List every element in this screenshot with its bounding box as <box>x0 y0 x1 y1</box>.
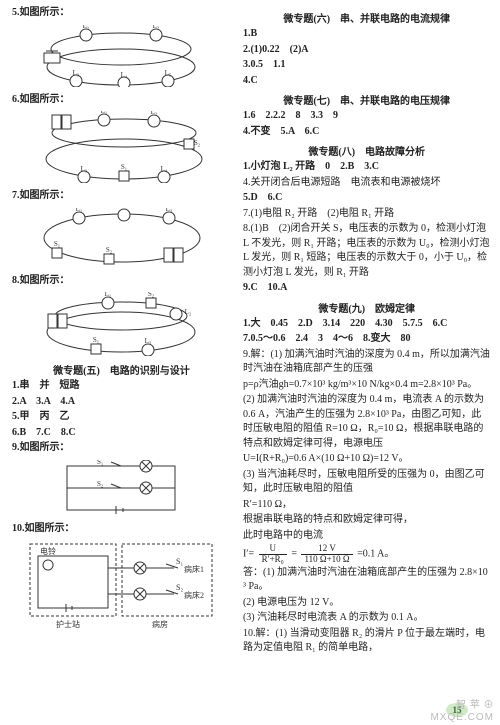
q5-prompt: 5.如图所示： <box>12 6 231 21</box>
fig10-s1: S₁ <box>176 557 183 566</box>
fi-frac2: 12 V 110 Ω+10 Ω <box>301 544 352 565</box>
a5: 5.甲 丙 乙 <box>12 410 231 425</box>
right-column: 微专题(六) 串、并联电路的电流规律 1.B 2.(1)0.22 (2)A 3.… <box>243 6 491 719</box>
s6-l3: 3.0.5 1.1 <box>243 58 491 73</box>
q5-figure: L₁ L₂ L₃ L₄ L₅ <box>12 25 231 87</box>
fi-den1: R′+R₀ <box>259 555 287 565</box>
fig10-bell: 电铃 <box>40 546 56 556</box>
a2: 2.A 3.A 4.A <box>12 395 231 410</box>
s7-l2: 4.不变 5.A 6.C <box>243 125 491 140</box>
q8-l1: L₁ <box>105 292 112 298</box>
section7-title: 微专题(七) 串、并联电路的电压规律 <box>243 92 491 107</box>
fi-frac1: U R′+R₀ <box>259 544 287 565</box>
section8-title: 微专题(八) 电路故障分析 <box>243 143 491 158</box>
s6-l1: 1.B <box>243 27 491 42</box>
s6-l2: 2.(1)0.22 (2)A <box>243 43 491 58</box>
q7-prompt: 7.如图所示： <box>12 189 231 204</box>
fig10-bed1: 病床1 <box>184 564 204 574</box>
q7-l2: L₂ <box>121 208 128 210</box>
s9-formula-p: p=ρ汽油gh=0.7×10³ kg/m³×10 N/kg×0.4 m=2.8×… <box>243 378 491 393</box>
fig9: S₁ S₂ <box>12 460 231 516</box>
s8-l2: 4.关开闭合后电源短路 电流表和电源被烧坏 <box>243 176 491 191</box>
s9-b2: (2) 电源电压为 12 V。 <box>243 596 491 611</box>
s9-m4: R′=110 Ω， <box>243 498 491 513</box>
q7-s2: S₂ <box>106 246 113 254</box>
q6-l2: L₂ <box>151 111 158 116</box>
q6-l1: L₁ <box>101 111 108 115</box>
section6-title: 微专题(六) 串、并联电路的电流规律 <box>243 10 491 25</box>
a10-prompt: 10.如图所示： <box>12 522 231 537</box>
fig10-s2: S₂ <box>176 583 183 592</box>
q6-figure: L₁ L₂ L₃ L₄ S₁ S₂ <box>12 111 231 183</box>
s9-b3: (3) 汽油耗尽时电流表 A 的示数为 0.1 A。 <box>243 611 491 626</box>
fi-lhs: I′= <box>243 549 254 560</box>
q8-s1: S₁ <box>93 336 99 344</box>
q7-s1: S₁ <box>54 240 60 248</box>
q5-l3: L₃ <box>73 69 80 77</box>
s9-m2: U=I(R+R₀)=0.6 A×(10 Ω+10 Ω)=12 V。 <box>243 452 491 467</box>
q7-l1: L₁ <box>76 208 83 213</box>
a6: 6.B 7.C 8.C <box>12 426 231 441</box>
s8-l6: 9.C 10.A <box>243 281 491 296</box>
fig10-nurse: 护士站 <box>56 619 80 629</box>
section9-title: 微专题(九) 欧姆定律 <box>243 300 491 315</box>
s9-m5: 根据串联电路的特点和欧姆定律可得， <box>243 513 491 528</box>
q6-l3: L₃ <box>81 165 88 173</box>
fig9-s2: S₂ <box>97 480 104 488</box>
s9-b4: 10.解：(1) 当滑动变阻器 R₂ 的滑片 P 位于最左端时，电路为定值电阻 … <box>243 627 491 656</box>
q8-l3: L₃ <box>145 337 152 345</box>
watermark-icon: 智 苹 ⊕ <box>456 696 494 711</box>
s9-formula-i: I′= U R′+R₀ = 12 V 110 Ω+10 Ω =0.1 A。 <box>243 544 491 565</box>
q6-l4: L₄ <box>161 165 168 173</box>
q7-figure: L₁ L₂ L₃ S₁ S₂ <box>12 208 231 268</box>
q8-prompt: 8.如图所示： <box>12 274 231 289</box>
watermark-text: MXQE.COM <box>430 712 494 723</box>
q6-prompt: 6.如图所示： <box>12 93 231 108</box>
s8-l5: 8.(1)B (2)闭合开关 S，电压表的示数为 0，检测小灯泡 L 不发光，则… <box>243 222 491 280</box>
fig9-s1: S₁ <box>97 460 103 466</box>
q5-l4: L₄ <box>121 71 128 79</box>
s9-m3: (3) 当汽油耗尽时，压敏电阻所受的压强为 0，由图乙可知，此时压敏电阻的阻值 <box>243 468 491 497</box>
q8-l2: L₂ <box>185 308 192 316</box>
s9-b1: 答：(1) 加满汽油时汽油在油箱底部产生的压强为 2.8×10³ Pa。 <box>243 566 491 595</box>
q6-s2: S₂ <box>194 139 201 147</box>
fig10: 电铃 S₁ S₂ 病床1 病床2 护士站 病房 <box>12 540 231 630</box>
fig10-ward: 病房 <box>152 619 168 629</box>
q6-s1: S₁ <box>121 163 127 171</box>
fig10-bed2: 病床2 <box>184 590 204 600</box>
s9-t3: 9.解：(1) 加满汽油时汽油的深度为 0.4 m，所以加满汽油时汽油在油箱底部… <box>243 348 491 377</box>
s9-t2: 7.0.5～0.6 2.4 3 4～6 8.变大 80 <box>243 332 491 347</box>
q5-l5: L₅ <box>165 69 172 77</box>
s8-l1: 1.小灯泡 L₂ 开路 0 2.B 3.C <box>243 160 491 175</box>
s8-l3: 5.D 6.C <box>243 191 491 206</box>
q8-figure: L₁ L₂ L₃ S₁ S₂ <box>12 292 231 356</box>
fi-rhs: =0.1 A。 <box>357 549 394 560</box>
q7-l3: L₃ <box>166 208 173 213</box>
q8-s2: S₂ <box>148 292 155 298</box>
section5-title: 微专题(五) 电路的识别与设计 <box>12 362 231 377</box>
a9-prompt: 9.如图所示： <box>12 441 231 456</box>
q5-l2: L₂ <box>153 25 160 30</box>
s9-m1: (2) 加满汽油时汽油的深度为 0.4 m，电流表 A 的示数为 0.6 A，汽… <box>243 393 491 451</box>
s8-l4: 7.(1)电阻 R₂ 开路 (2)电阻 R₁ 开路 <box>243 207 491 222</box>
s9-m6: 此时电路中的电流 <box>243 529 491 544</box>
s7-l1: 1.6 2.2.2 8 3.3 9 <box>243 109 491 124</box>
fi-den2: 110 Ω+10 Ω <box>301 555 352 565</box>
left-column: 5.如图所示： L₁ L₂ L₃ L₄ L₅ <box>12 6 231 719</box>
s9-t1: 1.大 0.45 2.D 3.14 220 4.30 5.7.5 6.C <box>243 317 491 332</box>
s6-l4: 4.C <box>243 74 491 89</box>
q5-l1: L₁ <box>83 25 90 30</box>
page: 5.如图所示： L₁ L₂ L₃ L₄ L₅ <box>0 0 500 725</box>
a1: 1.串 并 短路 <box>12 379 231 394</box>
